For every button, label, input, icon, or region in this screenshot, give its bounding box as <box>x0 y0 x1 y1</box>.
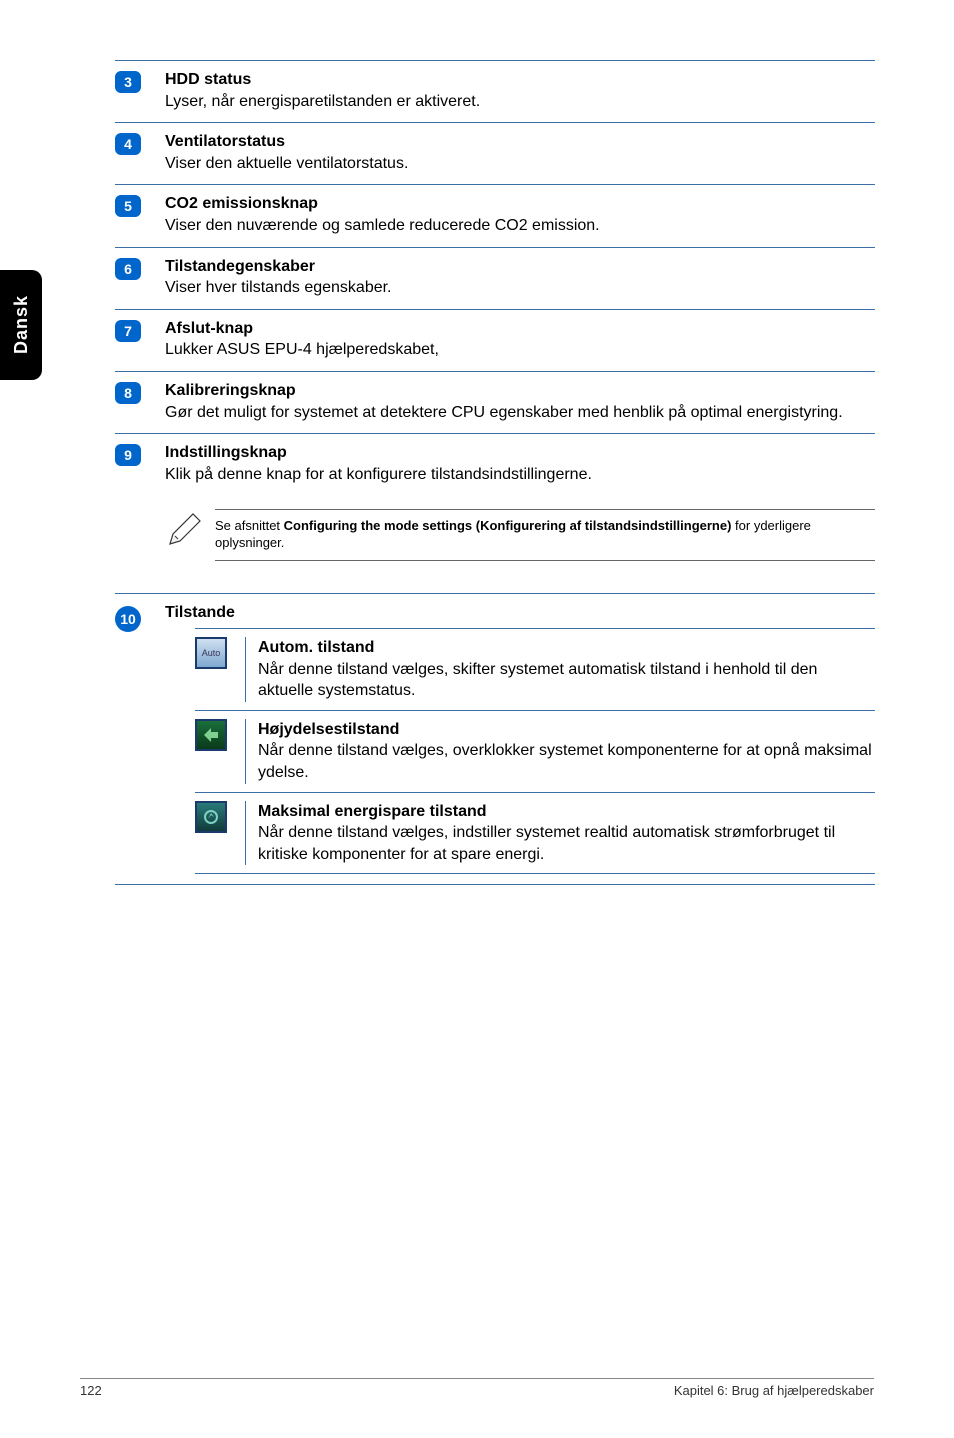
list-item: 9 Indstillingsknap Klik på denne knap fo… <box>115 433 875 495</box>
mode-icon-col: Auto <box>195 637 245 702</box>
language-side-tab: Dansk <box>0 270 42 380</box>
badge-col: 8 <box>115 380 165 404</box>
mode-text: Højydelsestilstand Når denne tilstand væ… <box>245 719 875 784</box>
item-title: Tilstandegenskaber <box>165 256 875 278</box>
mode-icon-col <box>195 719 245 784</box>
page-footer: 122 Kapitel 6: Brug af hjælperedskaber <box>0 1378 954 1398</box>
number-badge: 8 <box>115 382 141 404</box>
list-item: 4 Ventilatorstatus Viser den aktuelle ve… <box>115 122 875 184</box>
list-item: 7 Afslut-knap Lukker ASUS EPU-4 hjælpere… <box>115 309 875 371</box>
max-power-saving-mode-icon <box>195 801 227 833</box>
item-title: HDD status <box>165 69 875 91</box>
item-title: Afslut-knap <box>165 318 875 340</box>
note-row: Se afsnittet Configuring the mode settin… <box>115 495 875 575</box>
item-desc: Lyser, når energisparetilstanden er akti… <box>165 91 875 113</box>
modes-body: Tilstande Auto Autom. tilstand Når denne… <box>165 604 875 874</box>
note-text: Se afsnittet Configuring the mode settin… <box>215 509 875 561</box>
number-badge: 9 <box>115 444 141 466</box>
item-text: Ventilatorstatus Viser den aktuelle vent… <box>165 131 875 174</box>
page-number: 122 <box>80 1383 102 1398</box>
modes-block: 10 Tilstande Auto Autom. tilstand Når de… <box>115 593 875 885</box>
item-title: Indstillingsknap <box>165 442 875 464</box>
pencil-icon <box>165 509 215 554</box>
number-badge: 10 <box>115 606 141 632</box>
modes-heading: Tilstande <box>165 604 875 628</box>
list-item: 5 CO2 emissionsknap Viser den nuværende … <box>115 184 875 246</box>
badge-col: 3 <box>115 69 165 93</box>
item-desc: Viser hver tilstands egenskaber. <box>165 277 875 299</box>
number-badge: 6 <box>115 258 141 280</box>
mode-title: Højydelsestilstand <box>258 719 875 741</box>
item-title: Kalibreringsknap <box>165 380 875 402</box>
mode-desc: Når denne tilstand vælges, skifter syste… <box>258 659 875 702</box>
item-text: Kalibreringsknap Gør det muligt for syst… <box>165 380 875 423</box>
mode-item: Højydelsestilstand Når denne tilstand væ… <box>195 710 875 792</box>
badge-col: 5 <box>115 193 165 217</box>
badge-col: 10 <box>115 604 165 874</box>
chapter-label: Kapitel 6: Brug af hjælperedskaber <box>674 1383 874 1398</box>
list-item: 8 Kalibreringsknap Gør det muligt for sy… <box>115 371 875 433</box>
number-badge: 4 <box>115 133 141 155</box>
badge-col: 6 <box>115 256 165 280</box>
item-desc: Lukker ASUS EPU-4 hjælperedskabet, <box>165 339 875 361</box>
number-badge: 5 <box>115 195 141 217</box>
badge-col: 4 <box>115 131 165 155</box>
item-desc: Gør det muligt for systemet at detektere… <box>165 402 875 424</box>
mode-icon-col <box>195 801 245 866</box>
mode-desc: Når denne tilstand vælges, indstiller sy… <box>258 822 875 865</box>
mode-title: Autom. tilstand <box>258 637 875 659</box>
high-performance-mode-icon <box>195 719 227 751</box>
item-text: Afslut-knap Lukker ASUS EPU-4 hjælpereds… <box>165 318 875 361</box>
note-prefix: Se afsnittet <box>215 518 284 533</box>
badge-col: 7 <box>115 318 165 342</box>
item-desc: Viser den aktuelle ventilatorstatus. <box>165 153 875 175</box>
item-text: HDD status Lyser, når energisparetilstan… <box>165 69 875 112</box>
list-item: 6 Tilstandegenskaber Viser hver tilstand… <box>115 247 875 309</box>
item-title: Ventilatorstatus <box>165 131 875 153</box>
footer-line: 122 Kapitel 6: Brug af hjælperedskaber <box>80 1378 874 1398</box>
item-text: Indstillingsknap Klik på denne knap for … <box>165 442 875 485</box>
mode-title: Maksimal energispare tilstand <box>258 801 875 823</box>
item-title: CO2 emissionsknap <box>165 193 875 215</box>
list-item: 3 HDD status Lyser, når energisparetilst… <box>115 60 875 122</box>
item-desc: Viser den nuværende og samlede reducered… <box>165 215 875 237</box>
badge-col: 9 <box>115 442 165 466</box>
note-bold: Configuring the mode settings (Konfigure… <box>284 518 732 533</box>
auto-mode-icon: Auto <box>195 637 227 669</box>
mode-item: Auto Autom. tilstand Når denne tilstand … <box>195 628 875 710</box>
number-badge: 7 <box>115 320 141 342</box>
number-badge: 3 <box>115 71 141 93</box>
language-label: Dansk <box>11 295 32 354</box>
mode-text: Autom. tilstand Når denne tilstand vælge… <box>245 637 875 702</box>
mode-desc: Når denne tilstand vælges, overklokker s… <box>258 740 875 783</box>
item-text: CO2 emissionsknap Viser den nuværende og… <box>165 193 875 236</box>
main-content: 3 HDD status Lyser, når energisparetilst… <box>115 60 875 885</box>
item-text: Tilstandegenskaber Viser hver tilstands … <box>165 256 875 299</box>
mode-item: Maksimal energispare tilstand Når denne … <box>195 792 875 875</box>
item-desc: Klik på denne knap for at konfigurere ti… <box>165 464 875 486</box>
mode-text: Maksimal energispare tilstand Når denne … <box>245 801 875 866</box>
